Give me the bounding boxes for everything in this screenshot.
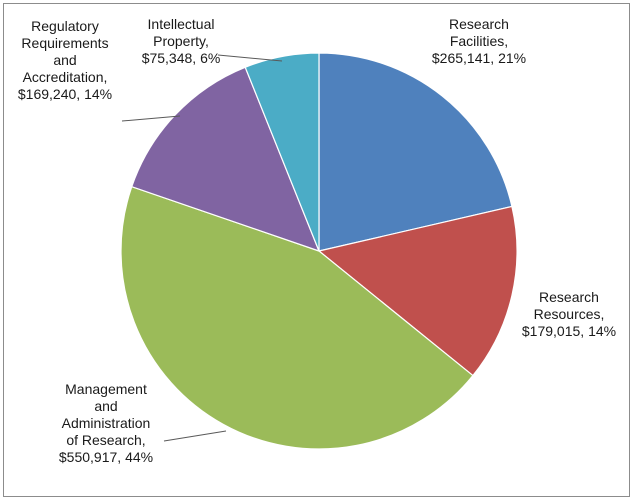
data-label-line: Resources, (534, 306, 605, 322)
data-label-line: $75,348, 6% (142, 50, 221, 66)
leader-line-management-and-administration-of-research (163, 430, 227, 442)
leader-lines (121, 54, 283, 442)
data-label-line: and (94, 398, 117, 414)
pie-slice-research-resources (317, 205, 518, 377)
pie-chart: Research Facilities, $265,141, 21%Research… (18, 16, 616, 465)
data-label-line: $265,141, 21% (432, 50, 526, 66)
data-label-line: Regulatory (31, 18, 99, 34)
data-label-line: and (53, 52, 76, 68)
data-label-line: Research (449, 16, 509, 32)
data-label-intellectual-property: Intellectual Property, $75,348, 6% (142, 16, 221, 66)
leader-line-regulatory-requirements-and-accreditation (121, 115, 181, 122)
data-label-line: $179,015, 14% (522, 323, 616, 339)
data-label-research-facilities: Research Facilities, $265,141, 21% (432, 16, 526, 66)
data-label-line: Intellectual (148, 16, 215, 32)
data-labels: Research Facilities, $265,141, 21%Research… (18, 16, 616, 465)
data-label-line: Management (65, 381, 147, 397)
pie-slice-research-facilities (318, 52, 513, 252)
data-label-line: Facilities, (450, 33, 508, 49)
pie-slice-management-and-administration-of-research (120, 185, 474, 450)
data-label-management-and-administration-of-research: Management and Administration of Research, $… (59, 381, 153, 465)
chart-area: Research Facilities, $265,141, 21% Research… (3, 3, 630, 497)
data-label-line: Research (539, 289, 599, 305)
data-label-line: Requirements (21, 35, 108, 51)
data-label-regulatory-requirements-and-accreditation: Regulatory Requirements and Accreditation, $… (18, 18, 112, 102)
data-label-line: $169,240, 14% (18, 86, 112, 102)
data-label-line: of Research, (66, 432, 145, 448)
pie-slice-intellectual-property (244, 52, 320, 252)
pie-slice-regulatory-requirements-and-accreditation (130, 66, 321, 252)
data-label-research-resources: Research Resources, $179,015, 14% (522, 289, 616, 339)
data-label-line: Administration (62, 415, 151, 431)
pie-slices (120, 52, 518, 450)
leader-line-intellectual-property (217, 54, 283, 62)
data-label-line: $550,917, 44% (59, 449, 153, 465)
data-label-line: Property, (153, 33, 209, 49)
data-label-line: Accreditation, (23, 69, 108, 85)
